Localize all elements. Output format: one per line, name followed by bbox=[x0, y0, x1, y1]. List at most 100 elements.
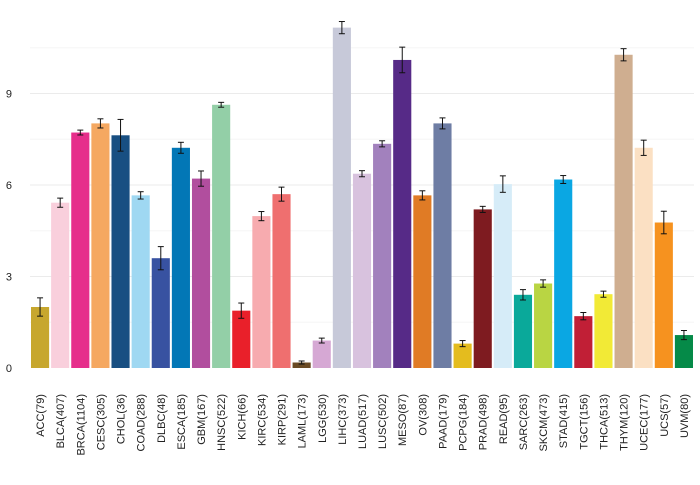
error-bar bbox=[560, 175, 567, 184]
y-tick-label: 6 bbox=[6, 180, 12, 192]
x-tick-label: COAD(288) bbox=[136, 394, 148, 451]
x-tick-label: KIRP(291) bbox=[277, 394, 289, 445]
error-bar bbox=[238, 302, 245, 319]
x-tick-label: ESCA(185) bbox=[176, 394, 188, 450]
error-bar bbox=[338, 21, 345, 35]
error-bar bbox=[37, 297, 44, 317]
error-bar bbox=[580, 311, 587, 321]
error-bar bbox=[298, 360, 305, 365]
error-bar bbox=[258, 211, 265, 222]
error-bar bbox=[77, 129, 84, 136]
bar-kich bbox=[232, 310, 251, 368]
error-bar bbox=[600, 290, 607, 298]
bar-laml bbox=[292, 362, 311, 368]
bar-tgct bbox=[574, 316, 593, 368]
bar-blca bbox=[51, 202, 70, 368]
error-bar bbox=[459, 340, 466, 348]
error-bar bbox=[419, 190, 426, 201]
bar-thym bbox=[614, 54, 633, 368]
error-bar bbox=[499, 175, 506, 193]
error-bar bbox=[218, 101, 225, 108]
x-tick-label: LGG(530) bbox=[317, 394, 329, 443]
bar-luad bbox=[352, 173, 372, 368]
y-tick-label: 0 bbox=[6, 363, 12, 375]
x-tick-label: DLBC(48) bbox=[156, 394, 168, 443]
x-tick-label: OV(308) bbox=[417, 394, 429, 436]
x-tick-label: MESO(87) bbox=[397, 394, 409, 446]
bar-acc bbox=[31, 307, 50, 368]
x-tick-label: READ(95) bbox=[498, 394, 510, 444]
x-tick-label: SARC(263) bbox=[518, 394, 530, 450]
x-tick-label: UCS(57) bbox=[659, 394, 671, 437]
x-tick-label: LIHC(373) bbox=[337, 394, 349, 445]
bar-lihc bbox=[332, 27, 351, 369]
bar-read bbox=[493, 184, 512, 368]
x-tick-label: PRAD(498) bbox=[478, 394, 490, 450]
error-bar bbox=[278, 186, 285, 202]
error-bar bbox=[359, 170, 365, 178]
error-bar bbox=[57, 197, 64, 208]
y-tick-label: 3 bbox=[6, 272, 12, 284]
error-bar bbox=[117, 118, 124, 152]
bar-kirp bbox=[272, 194, 291, 368]
error-bar bbox=[479, 205, 486, 213]
error-bar bbox=[97, 118, 104, 129]
bar-kirc bbox=[252, 216, 271, 368]
bar-esca bbox=[171, 147, 190, 368]
bar-cesc bbox=[91, 123, 110, 368]
error-bar bbox=[620, 48, 627, 62]
bar-paad bbox=[433, 123, 452, 368]
x-tick-label: PAAD(179) bbox=[437, 394, 449, 449]
x-tick-label: PCPG(184) bbox=[458, 394, 470, 451]
x-tick-label: ACC(79) bbox=[35, 394, 47, 437]
error-bar bbox=[540, 279, 547, 288]
bar-lusc bbox=[373, 143, 392, 368]
x-tick-label: TGCT(156) bbox=[578, 394, 590, 450]
x-tick-label: STAD(415) bbox=[558, 394, 570, 448]
bar-lgg bbox=[312, 340, 331, 368]
x-tick-label: GBM(167) bbox=[196, 394, 208, 445]
bar-ov bbox=[413, 195, 432, 368]
bars bbox=[31, 27, 693, 369]
x-tick-label: THCA(513) bbox=[598, 394, 610, 450]
bar-chol bbox=[111, 135, 130, 368]
error-bar bbox=[318, 337, 325, 344]
bar-skcm bbox=[534, 283, 553, 368]
x-tick-label: THYM(120) bbox=[619, 394, 631, 451]
y-axis-ticks: 0 3 6 9 bbox=[6, 89, 12, 376]
x-tick-label: BRCA(1104) bbox=[75, 394, 87, 456]
bar-coad bbox=[131, 195, 150, 368]
error-bar bbox=[157, 246, 164, 271]
y-tick-label: 9 bbox=[6, 89, 12, 101]
x-tick-label: CHOL(36) bbox=[116, 394, 128, 444]
x-tick-label: LUSC(502) bbox=[377, 394, 389, 449]
bar-hnsc bbox=[212, 104, 231, 368]
bar-brca bbox=[71, 132, 90, 368]
bar-gbm bbox=[191, 178, 211, 368]
bar-sarc bbox=[513, 294, 533, 368]
error-bar bbox=[680, 329, 687, 341]
x-tick-label: LUAD(517) bbox=[357, 394, 369, 449]
x-tick-label: CESC(305) bbox=[95, 394, 107, 450]
error-bar bbox=[439, 117, 446, 130]
bar-stad bbox=[554, 179, 573, 368]
bar-prad bbox=[473, 209, 492, 368]
bar-meso bbox=[393, 59, 412, 368]
bar-pcpg bbox=[453, 343, 472, 368]
error-bar bbox=[379, 140, 386, 148]
x-tick-label: UCEC(177) bbox=[639, 394, 651, 451]
error-bar bbox=[519, 289, 526, 301]
x-axis-ticks: ACC(79) BLCA(407) BRCA(1104) CESC(305) CHOL(… bbox=[35, 394, 691, 456]
x-tick-label: KICH(66) bbox=[236, 394, 248, 440]
error-bar bbox=[660, 210, 667, 235]
x-tick-label: KIRC(534) bbox=[256, 394, 268, 446]
bar-thca bbox=[594, 294, 613, 368]
error-bar bbox=[137, 191, 144, 200]
bar-uvm bbox=[674, 335, 693, 368]
x-tick-label: UVM(80) bbox=[679, 394, 691, 438]
error-bar bbox=[177, 141, 184, 154]
bar-ucec bbox=[634, 147, 653, 368]
error-bars bbox=[37, 21, 687, 365]
